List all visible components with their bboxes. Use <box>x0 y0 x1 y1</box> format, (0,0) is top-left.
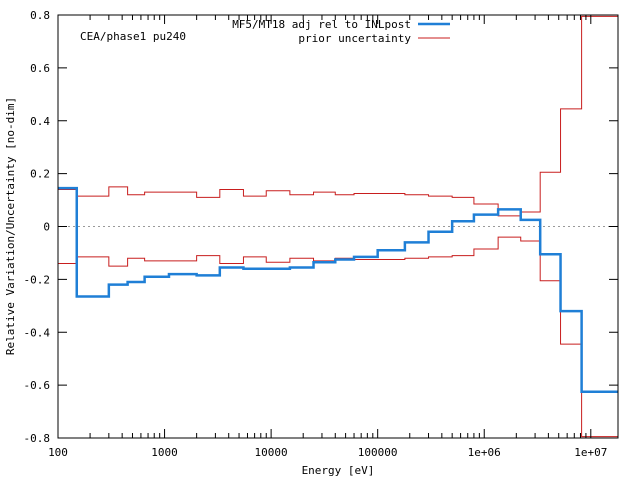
y-tick-label: -0.6 <box>24 379 51 392</box>
x-tick-label: 1000 <box>151 446 178 459</box>
y-tick-label: -0.4 <box>24 326 51 339</box>
adjustment-line <box>58 186 618 393</box>
x-tick-label: 1e+07 <box>574 446 607 459</box>
x-tick-label: 100000 <box>358 446 398 459</box>
y-tick-label: 0.4 <box>30 115 50 128</box>
x-tick-label: 100 <box>48 446 68 459</box>
series-layer <box>58 15 618 438</box>
x-tick-label: 10000 <box>255 446 288 459</box>
x-axis-label: Energy [eV] <box>302 464 375 477</box>
ticks-layer: 100 1000 10000 100000 1e+06 1e+07 -0.8 -0.6 -0.4… <box>24 9 618 459</box>
legend-label-series-0: MF5/MT18 adj rel to INLpost <box>232 18 411 31</box>
legend-label-series-1: prior uncertainty <box>298 32 411 45</box>
annotation-label: CEA/phase1 pu240 <box>80 30 186 43</box>
y-axis-label: Relative Variation/Uncertainty [no-dim] <box>4 97 17 355</box>
y-tick-label: -0.8 <box>24 432 51 445</box>
plot-frame <box>57 14 619 439</box>
y-tick-label: 0 <box>43 221 50 234</box>
y-tick-label: 0.2 <box>30 168 50 181</box>
y-tick-label: -0.2 <box>24 273 51 286</box>
x-tick-label: 1e+06 <box>468 446 501 459</box>
legend: MF5/MT18 adj rel to INLpost prior uncert… <box>232 18 450 45</box>
y-tick-label: 0.8 <box>30 9 50 22</box>
y-tick-label: 0.6 <box>30 62 50 75</box>
